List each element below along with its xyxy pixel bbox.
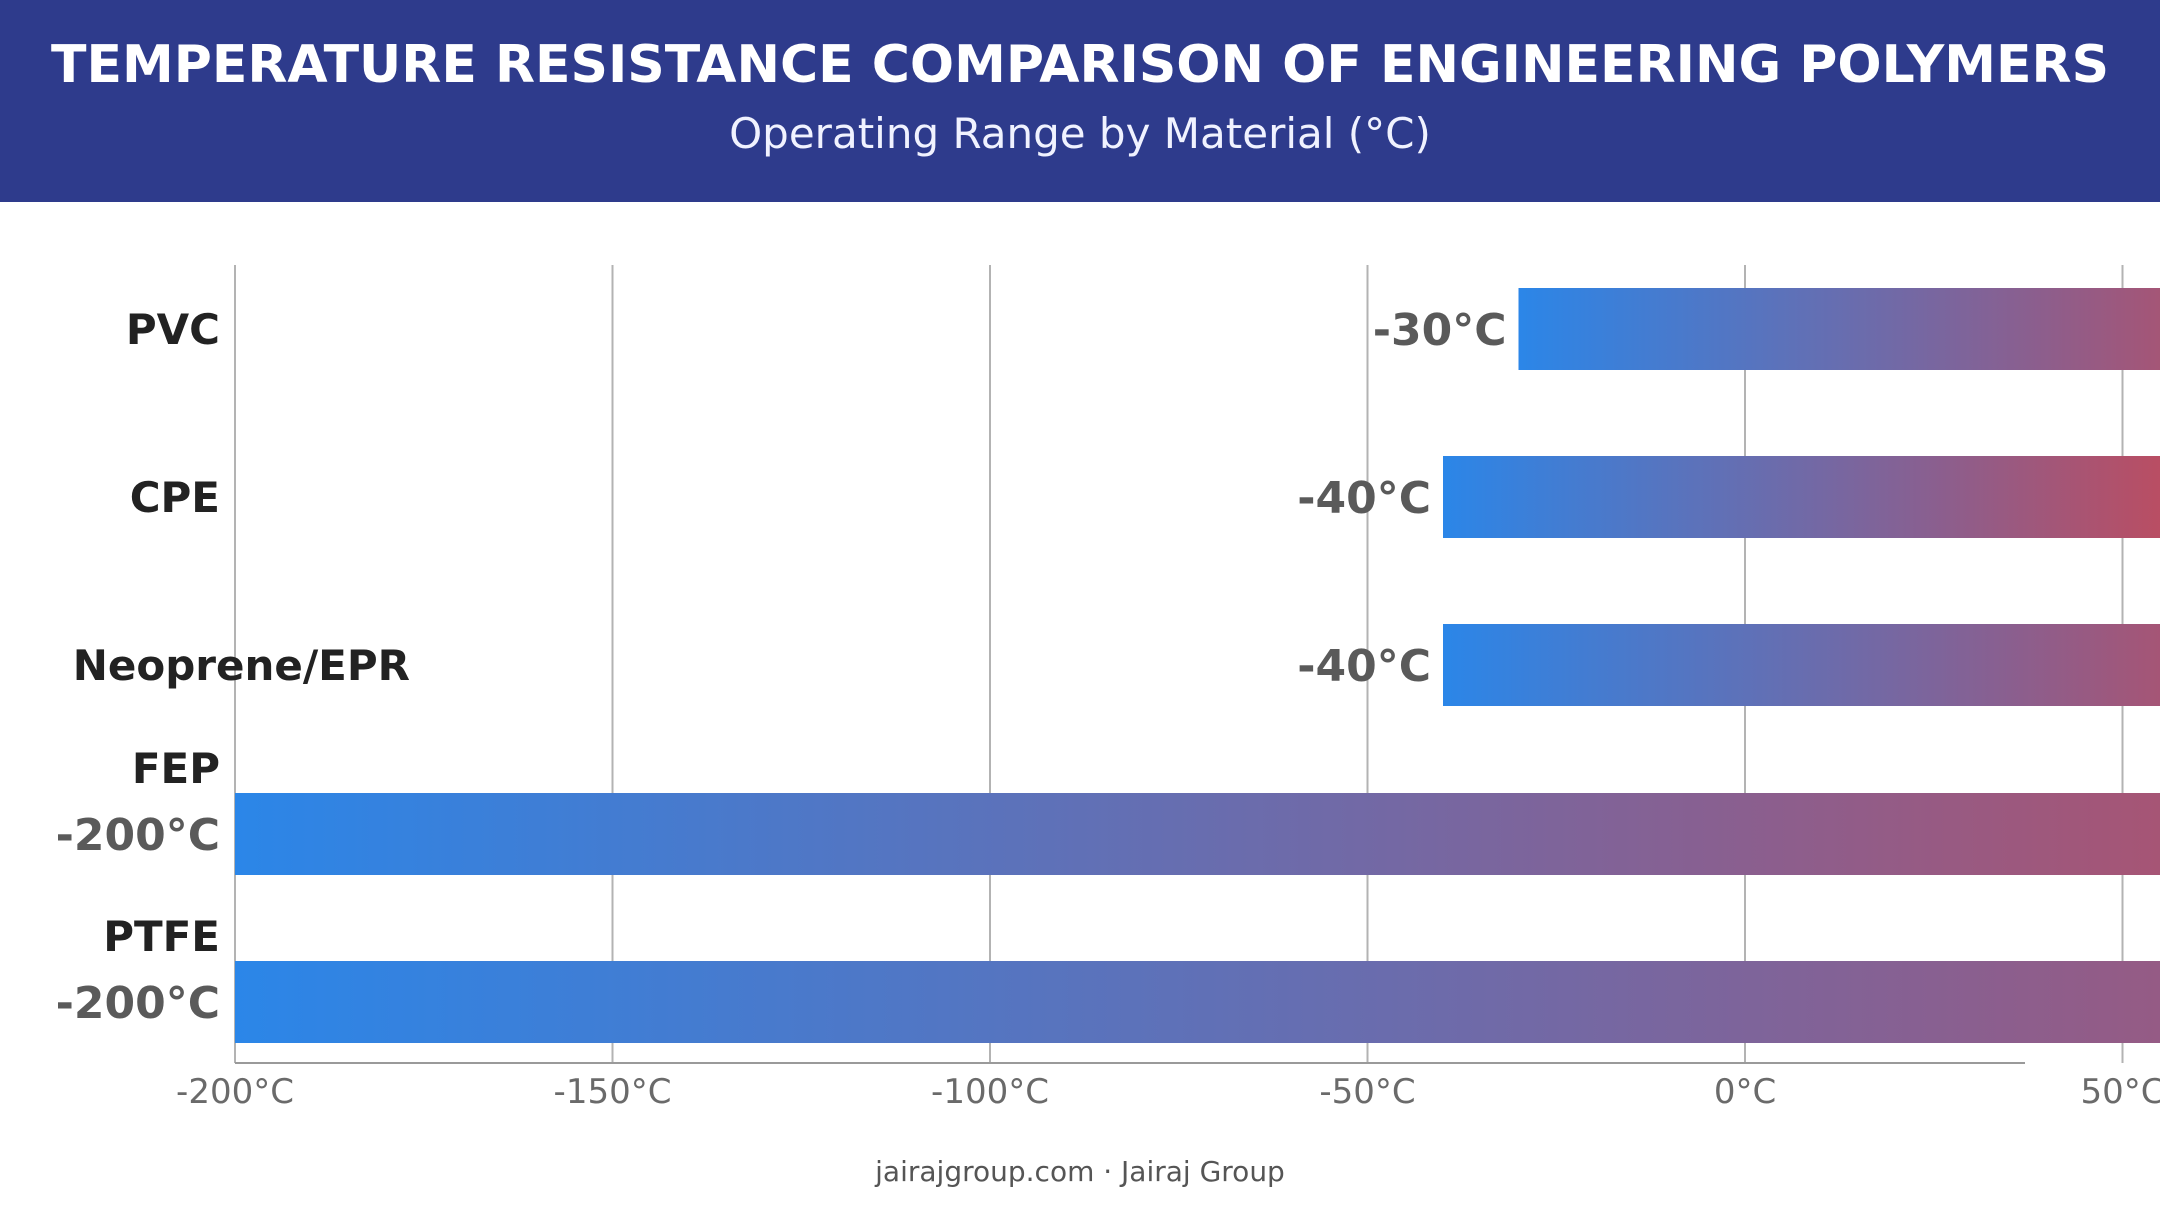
category-label: PVC bbox=[126, 305, 220, 354]
range-bar bbox=[235, 961, 2160, 1043]
min-value-label: -200°C bbox=[56, 810, 220, 861]
labels: PVC-30°C105°CCPE-40°C90°CNeoprene/EPR-40… bbox=[56, 305, 1507, 1029]
chart-subtitle: Operating Range by Material (°C) bbox=[729, 109, 1431, 158]
range-bar bbox=[1518, 288, 2160, 370]
x-axis: -200°C-150°C-100°C-50°C0°C50°C100°C150°C… bbox=[176, 1062, 2160, 1112]
x-tick-label: -50°C bbox=[1319, 1072, 1415, 1112]
category-label: Neoprene/EPR bbox=[73, 641, 410, 690]
category-label: FEP bbox=[132, 744, 220, 793]
x-tick-label: 50°C bbox=[2080, 1072, 2160, 1112]
bars bbox=[235, 288, 2160, 1043]
min-value-label: -30°C bbox=[1373, 305, 1507, 356]
x-tick-label: 0°C bbox=[1714, 1072, 1776, 1112]
range-bar bbox=[1443, 624, 2160, 706]
chart-header: TEMPERATURE RESISTANCE COMPARISON OF ENG… bbox=[0, 0, 2160, 202]
min-value-label: -200°C bbox=[56, 978, 220, 1029]
range-bar bbox=[1443, 456, 2160, 538]
range-bar bbox=[235, 793, 2160, 875]
footer-credit: jairajgroup.com · Jairaj Group bbox=[875, 1155, 1285, 1188]
x-tick-label: -100°C bbox=[931, 1072, 1049, 1112]
x-tick-label: -200°C bbox=[176, 1072, 294, 1112]
min-value-label: -40°C bbox=[1297, 473, 1431, 524]
x-tick-label: -150°C bbox=[554, 1072, 672, 1112]
chart-title: TEMPERATURE RESISTANCE COMPARISON OF ENG… bbox=[50, 35, 2110, 95]
category-label: PTFE bbox=[103, 912, 220, 961]
min-value-label: -40°C bbox=[1297, 641, 1431, 692]
category-label: CPE bbox=[130, 473, 220, 522]
